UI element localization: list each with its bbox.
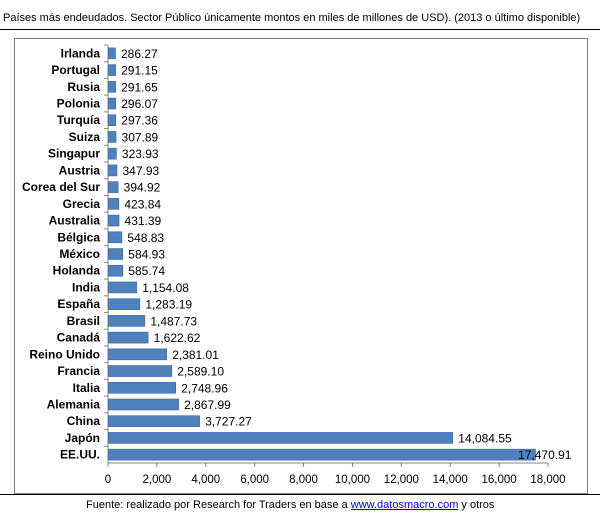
value-label: 323.93 bbox=[122, 147, 159, 161]
source-link[interactable]: www.datosmacro.com bbox=[350, 499, 459, 511]
bar bbox=[108, 214, 120, 227]
header: Países más endeudados. Sector Público ún… bbox=[0, 0, 600, 30]
value-label: 291.65 bbox=[121, 80, 158, 94]
value-label: 1,283.19 bbox=[145, 298, 192, 312]
x-tick-label: 2,000 bbox=[142, 474, 171, 486]
value-label: 2,381.01 bbox=[172, 348, 219, 362]
bar bbox=[108, 381, 176, 394]
bar bbox=[108, 164, 118, 177]
source-note: Fuente: realizado por Research for Trade… bbox=[86, 499, 494, 511]
category-label: Francia bbox=[57, 364, 100, 378]
bar bbox=[108, 114, 117, 127]
bar bbox=[108, 248, 124, 260]
bar bbox=[108, 331, 149, 344]
value-label: 548.83 bbox=[127, 231, 164, 245]
category-label: Australia bbox=[49, 214, 101, 228]
bar bbox=[108, 281, 138, 294]
bar bbox=[108, 398, 179, 411]
category-label: España bbox=[57, 297, 100, 311]
value-label: 3,727.27 bbox=[205, 415, 252, 429]
value-label: 297.36 bbox=[121, 114, 158, 128]
source-suffix: y otros bbox=[458, 499, 495, 511]
value-label: 296.07 bbox=[121, 97, 158, 111]
category-label: Grecia bbox=[63, 197, 101, 211]
x-tick-label: 0 bbox=[105, 474, 111, 486]
category-label: Holanda bbox=[53, 264, 101, 278]
footer: Fuente: realizado por Research for Trade… bbox=[0, 494, 600, 523]
category-label: China bbox=[67, 414, 101, 428]
bar bbox=[108, 348, 168, 361]
category-label: Alemania bbox=[47, 397, 101, 411]
bar bbox=[108, 231, 123, 244]
category-label: EE.UU. bbox=[60, 448, 100, 462]
value-label: 17,470.91 bbox=[518, 448, 572, 462]
category-label: Corea del Sur bbox=[22, 180, 100, 194]
category-label: Singapur bbox=[48, 147, 100, 161]
category-label: Bélgica bbox=[57, 230, 100, 244]
x-tick-label: 10,000 bbox=[335, 474, 370, 486]
category-label: Portugal bbox=[51, 63, 100, 77]
value-label: 291.15 bbox=[121, 64, 158, 78]
category-label: Rusia bbox=[67, 80, 100, 94]
value-label: 14,084.55 bbox=[458, 431, 512, 445]
bar bbox=[108, 181, 119, 193]
category-label: Austria bbox=[59, 163, 101, 177]
x-tick-label: 12,000 bbox=[384, 474, 419, 486]
value-label: 2,589.10 bbox=[177, 365, 224, 379]
category-label: Italia bbox=[73, 381, 101, 395]
x-tick-label: 8,000 bbox=[289, 474, 318, 486]
bar bbox=[108, 64, 116, 76]
category-label: Polonia bbox=[57, 97, 101, 111]
value-label: 286.27 bbox=[121, 47, 158, 61]
chart-title: Países más endeudados. Sector Público ún… bbox=[3, 12, 581, 24]
bar bbox=[108, 432, 454, 444]
bar bbox=[108, 47, 116, 60]
value-label: 585.74 bbox=[128, 264, 165, 278]
value-label: 2,867.99 bbox=[184, 398, 231, 412]
x-tick-label: 6,000 bbox=[240, 474, 269, 486]
category-label: Irlanda bbox=[61, 46, 101, 60]
bar bbox=[108, 365, 173, 377]
chart-area: 0 2,000 4,000 6,000 8,000 10,000 12,000 14,000 1… bbox=[14, 38, 588, 494]
category-label: Brasil bbox=[67, 314, 100, 328]
bar bbox=[108, 131, 117, 143]
x-tick-label: 16,000 bbox=[482, 474, 517, 486]
value-label: 394.92 bbox=[124, 181, 161, 195]
value-label: 431.39 bbox=[125, 214, 162, 228]
value-label: 347.93 bbox=[123, 164, 160, 178]
x-tick-label: 18,000 bbox=[530, 474, 565, 486]
value-label: 423.84 bbox=[124, 197, 161, 211]
category-label: Turquía bbox=[57, 113, 100, 127]
value-label: 584.93 bbox=[128, 248, 165, 262]
value-label: 2,748.96 bbox=[181, 381, 228, 395]
category-label: México bbox=[59, 247, 100, 261]
bar bbox=[108, 298, 141, 310]
bar-chart: 0 2,000 4,000 6,000 8,000 10,000 12,000 14,000 1… bbox=[22, 44, 572, 486]
category-label: Canadá bbox=[57, 331, 101, 345]
bar bbox=[108, 198, 120, 210]
value-label: 307.89 bbox=[122, 130, 159, 144]
x-tick-label: 14,000 bbox=[433, 474, 468, 486]
value-label: 1,487.73 bbox=[150, 314, 197, 328]
bar bbox=[108, 80, 116, 93]
bar bbox=[108, 448, 536, 461]
category-label: Suiza bbox=[69, 130, 101, 144]
source-prefix: Fuente: realizado por Research for Trade… bbox=[86, 499, 351, 511]
category-label: India bbox=[72, 280, 100, 294]
value-label: 1,154.08 bbox=[142, 281, 189, 295]
bar bbox=[108, 264, 124, 277]
bar bbox=[108, 415, 200, 428]
category-label: Japón bbox=[65, 431, 100, 445]
value-label: 1,622.62 bbox=[154, 331, 201, 345]
x-tick-label: 4,000 bbox=[191, 474, 220, 486]
bar bbox=[108, 147, 117, 160]
bar bbox=[108, 97, 117, 110]
category-label: Reino Unido bbox=[29, 347, 100, 361]
bar bbox=[108, 315, 146, 327]
